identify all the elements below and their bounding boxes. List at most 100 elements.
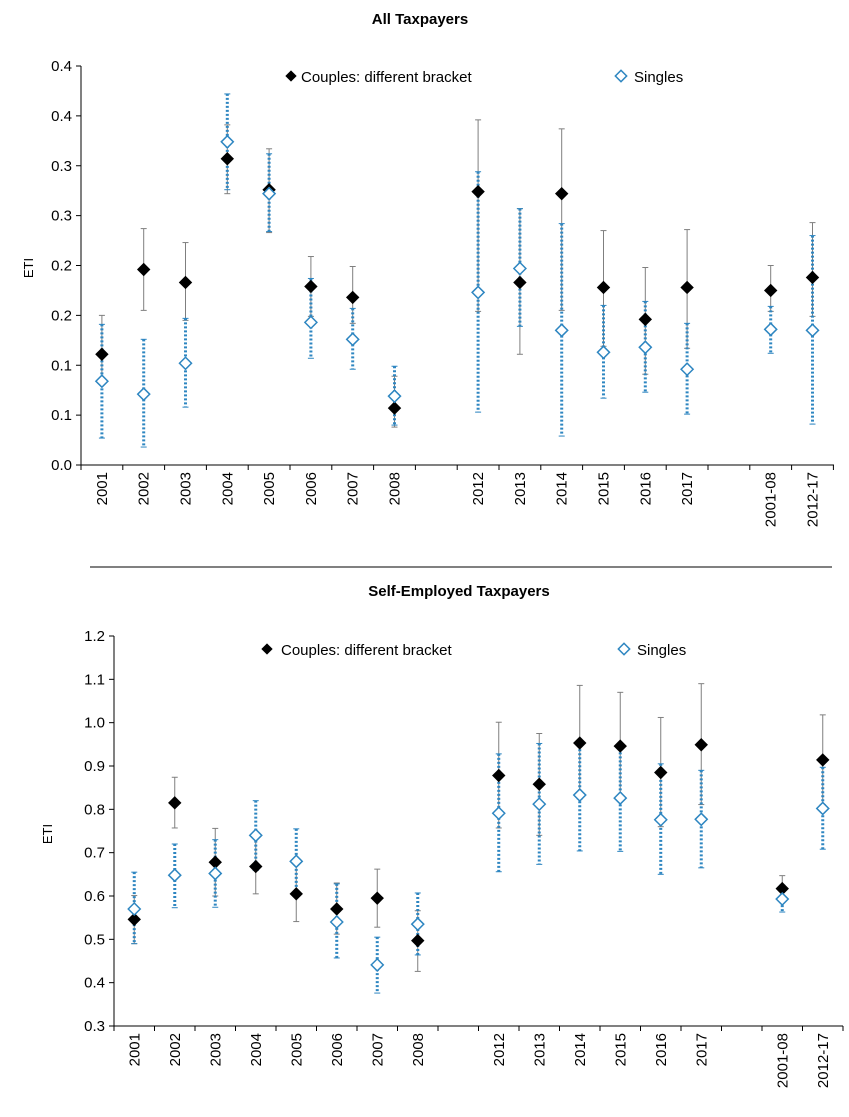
singles-point xyxy=(387,389,402,404)
couples-point xyxy=(208,855,222,869)
singles-point xyxy=(638,340,653,355)
y-tick-label: 0.0 xyxy=(51,457,72,474)
x-tick-label: 2012-17 xyxy=(805,472,822,527)
couples-point xyxy=(638,312,653,327)
couples-point xyxy=(304,279,318,294)
x-tick-label: 2007 xyxy=(345,472,362,505)
y-axis-ticks: 0.0 0.1 0.1 0.2 0.2 0.3 0.3 0.4 0.4 xyxy=(51,58,81,474)
legend: Couples: different bracket Singles xyxy=(261,642,686,659)
singles-point xyxy=(613,791,628,806)
y-axis-label: ETI xyxy=(21,258,36,278)
singles-point xyxy=(471,285,486,300)
x-tick-label: 2006 xyxy=(303,472,320,505)
singles-point xyxy=(596,345,611,360)
singles-point xyxy=(410,917,425,932)
legend-label-singles: Singles xyxy=(634,69,683,86)
chart-panel-self-employed: Self-Employed Taxpayers ETI 0.3 0.4 0.5 0.6… xyxy=(40,583,844,1088)
singles-point xyxy=(554,323,569,338)
couples-point xyxy=(249,859,263,874)
y-axis-ticks: 0.3 0.4 0.5 0.6 0.7 0.8 0.9 1.0 1.1 1.2 xyxy=(84,628,114,1035)
couples-point xyxy=(387,401,402,415)
singles-point xyxy=(370,957,385,972)
x-tick-label: 2012 xyxy=(491,1033,508,1066)
y-axis-label: ETI xyxy=(40,824,55,844)
x-axis-ticks: 2001 2002 2003 2004 2005 2006 2007 2008 2012 2013… xyxy=(80,465,834,527)
couples-point xyxy=(492,768,506,783)
couples-point xyxy=(694,738,708,752)
couples-point xyxy=(289,887,303,901)
singles-point xyxy=(94,374,109,389)
couples-point xyxy=(178,275,193,290)
singles-point xyxy=(248,828,263,843)
singles-point xyxy=(763,322,778,337)
x-tick-label: 2002 xyxy=(167,1033,184,1066)
chart-title: All Taxpayers xyxy=(372,11,468,28)
legend-item-couples: Couples: different bracket xyxy=(285,69,472,86)
couples-point xyxy=(136,262,151,277)
y-tick-label: 0.4 xyxy=(51,58,72,75)
y-tick-label: 0.9 xyxy=(84,758,105,775)
x-tick-label: 2008 xyxy=(387,472,404,505)
singles-point xyxy=(167,868,182,883)
y-tick-label: 0.3 xyxy=(51,158,72,175)
y-tick-label: 0.4 xyxy=(84,975,105,992)
singles-point xyxy=(775,891,790,907)
x-tick-label: 2014 xyxy=(572,1033,589,1066)
x-tick-label: 2014 xyxy=(554,472,571,505)
legend-marker-couples xyxy=(261,643,273,655)
couples-point xyxy=(95,347,109,361)
x-tick-label: 2003 xyxy=(207,1033,224,1066)
legend-label-couples: Couples: different bracket xyxy=(301,69,472,86)
singles-point xyxy=(136,387,151,402)
singles-point xyxy=(572,787,587,803)
x-tick-label: 2006 xyxy=(329,1033,346,1066)
x-tick-label: 2007 xyxy=(369,1033,386,1066)
y-tick-label: 1.2 xyxy=(84,628,105,645)
singles-point xyxy=(491,806,506,821)
singles-point xyxy=(512,261,527,276)
x-tick-label: 2005 xyxy=(288,1033,305,1066)
y-tick-label: 0.1 xyxy=(51,357,72,374)
couples-point xyxy=(554,186,569,201)
y-tick-label: 0.8 xyxy=(84,801,105,818)
x-tick-label: 2017 xyxy=(679,472,696,505)
singles-point xyxy=(178,356,193,371)
y-tick-label: 1.0 xyxy=(84,715,105,732)
x-tick-label: 2013 xyxy=(531,1033,548,1066)
x-tick-label: 2003 xyxy=(178,472,195,505)
legend-marker-couples xyxy=(285,70,297,82)
couples-point xyxy=(654,765,668,780)
x-tick-label: 2015 xyxy=(612,1033,629,1066)
y-tick-label: 0.6 xyxy=(84,888,105,905)
x-tick-label: 2008 xyxy=(410,1033,427,1066)
x-tick-label: 2001-08 xyxy=(774,1033,791,1088)
y-tick-label: 0.2 xyxy=(51,258,72,275)
couples-point xyxy=(127,912,141,927)
singles-point xyxy=(329,914,344,930)
couples-point xyxy=(532,777,546,791)
singles-point xyxy=(694,812,709,827)
legend-label-couples: Couples: different bracket xyxy=(281,642,452,659)
couples-point xyxy=(411,933,425,948)
singles-point xyxy=(805,323,820,338)
x-tick-label: 2005 xyxy=(261,472,278,505)
chart-title: Self-Employed Taxpayers xyxy=(368,583,549,600)
legend-item-singles: Singles xyxy=(617,642,686,659)
chart-panel-all-taxpayers: All Taxpayers ETI 0.00.10.10.20.20.30.30… xyxy=(21,11,834,527)
couples-point xyxy=(573,736,587,750)
x-tick-label: 2001 xyxy=(126,1033,143,1066)
x-tick-label: 2001-08 xyxy=(763,472,780,527)
couples-point xyxy=(816,753,830,767)
y-tick-label: 0.1 xyxy=(51,407,72,424)
x-tick-label: 2012 xyxy=(470,472,487,505)
plot-area xyxy=(127,683,830,994)
couples-point xyxy=(596,280,611,295)
plot-area xyxy=(94,93,820,448)
x-axis-ticks: 2001 2002 2003 2004 2005 2006 2007 2008 2012 2013… xyxy=(113,1026,844,1088)
couples-point xyxy=(345,290,360,305)
singles-point xyxy=(262,186,277,201)
x-tick-label: 2001 xyxy=(94,472,111,505)
y-tick-label: 0.7 xyxy=(84,845,105,862)
singles-point xyxy=(653,812,668,827)
